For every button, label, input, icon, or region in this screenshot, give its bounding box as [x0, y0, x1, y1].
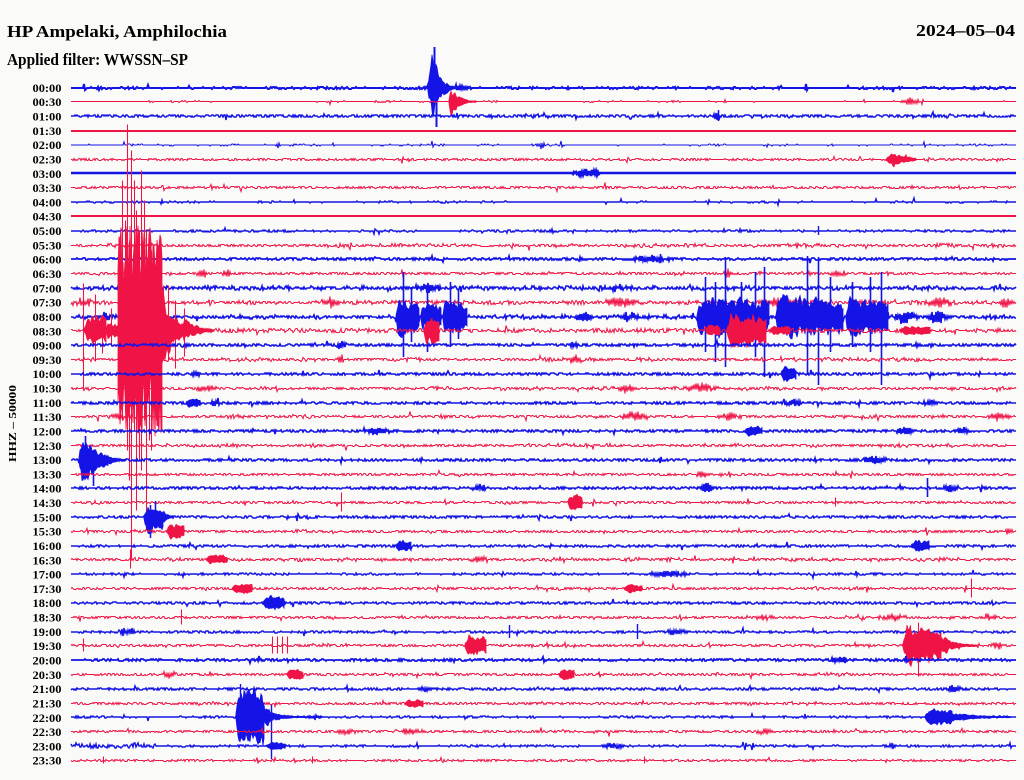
svg-text:23:00: 23:00 — [33, 740, 62, 753]
svg-text:04:30: 04:30 — [33, 211, 62, 224]
svg-text:17:30: 17:30 — [33, 583, 62, 596]
svg-text:04:00: 04:00 — [33, 196, 62, 209]
svg-text:01:30: 01:30 — [33, 125, 62, 138]
svg-text:07:30: 07:30 — [33, 297, 62, 310]
svg-text:09:00: 09:00 — [33, 340, 62, 353]
svg-text:10:00: 10:00 — [33, 368, 62, 381]
svg-text:07:00: 07:00 — [33, 282, 62, 295]
svg-text:HHZ – 50000: HHZ – 50000 — [7, 384, 19, 462]
svg-text:14:30: 14:30 — [33, 497, 62, 510]
svg-text:01:00: 01:00 — [33, 111, 62, 124]
svg-text:22:30: 22:30 — [33, 726, 62, 739]
svg-text:03:00: 03:00 — [33, 168, 62, 181]
svg-text:HP Ampelaki, Amphilochia: HP Ampelaki, Amphilochia — [7, 22, 227, 41]
svg-text:00:30: 00:30 — [33, 96, 62, 109]
svg-text:05:30: 05:30 — [33, 239, 62, 252]
svg-text:06:30: 06:30 — [33, 268, 62, 281]
svg-text:2024–05–04: 2024–05–04 — [916, 21, 1015, 40]
svg-text:11:00: 11:00 — [33, 397, 62, 410]
svg-text:22:00: 22:00 — [33, 712, 62, 725]
svg-text:20:00: 20:00 — [33, 655, 62, 668]
svg-text:19:30: 19:30 — [33, 640, 62, 653]
svg-text:02:30: 02:30 — [33, 154, 62, 167]
svg-text:17:00: 17:00 — [33, 569, 62, 582]
svg-text:21:00: 21:00 — [33, 683, 62, 696]
svg-text:18:00: 18:00 — [33, 597, 62, 610]
svg-text:00:00: 00:00 — [33, 82, 62, 95]
svg-text:12:30: 12:30 — [33, 440, 62, 453]
svg-text:14:00: 14:00 — [33, 483, 62, 496]
svg-text:13:00: 13:00 — [33, 454, 62, 467]
svg-text:08:30: 08:30 — [33, 325, 62, 338]
svg-text:11:30: 11:30 — [33, 411, 62, 424]
svg-text:09:30: 09:30 — [33, 354, 62, 367]
svg-text:23:30: 23:30 — [33, 755, 62, 768]
svg-text:16:00: 16:00 — [33, 540, 62, 553]
svg-text:13:30: 13:30 — [33, 468, 62, 481]
svg-text:16:30: 16:30 — [33, 554, 62, 567]
svg-text:08:00: 08:00 — [33, 311, 62, 324]
svg-text:21:30: 21:30 — [33, 697, 62, 710]
svg-text:10:30: 10:30 — [33, 383, 62, 396]
svg-text:15:00: 15:00 — [33, 511, 62, 524]
svg-text:06:00: 06:00 — [33, 254, 62, 267]
svg-text:02:00: 02:00 — [33, 139, 62, 152]
svg-text:20:30: 20:30 — [33, 669, 62, 682]
svg-text:15:30: 15:30 — [33, 526, 62, 539]
svg-text:19:00: 19:00 — [33, 626, 62, 639]
svg-text:12:00: 12:00 — [33, 426, 62, 439]
svg-text:05:00: 05:00 — [33, 225, 62, 238]
svg-text:03:30: 03:30 — [33, 182, 62, 195]
svg-text:18:30: 18:30 — [33, 612, 62, 625]
svg-text:Applied filter: WWSSN–SP: Applied filter: WWSSN–SP — [7, 50, 188, 69]
